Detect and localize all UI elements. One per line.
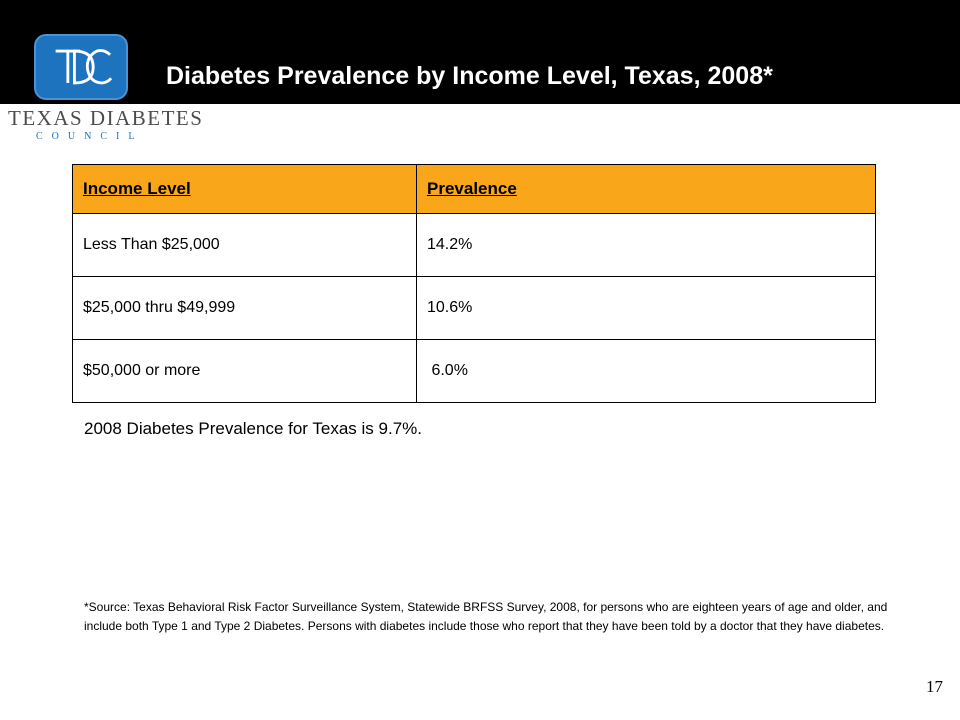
table-row: $25,000 thru $49,999 10.6% <box>72 276 876 340</box>
summary-text: 2008 Diabetes Prevalence for Texas is 9.… <box>84 419 422 438</box>
source-footnote: *Source: Texas Behavioral Risk Factor Su… <box>84 600 888 633</box>
income-cell: $25,000 thru $49,999 <box>72 276 417 340</box>
prevalence-table: Income Level Prevalence Less Than $25,00… <box>72 164 876 403</box>
logo-subword: COUNCIL <box>36 131 144 142</box>
table-row: $50,000 or more 6.0% <box>72 339 876 403</box>
header-prevalence: Prevalence <box>416 164 876 214</box>
table-header-row: Income Level Prevalence <box>72 164 876 214</box>
header-bar <box>0 0 960 104</box>
tdc-monogram-icon <box>55 49 113 85</box>
header-income-level: Income Level <box>72 164 417 214</box>
page-number: 17 <box>926 677 943 696</box>
table-row: Less Than $25,000 14.2% <box>72 213 876 277</box>
prevalence-cell: 10.6% <box>416 276 876 340</box>
income-cell: $50,000 or more <box>72 339 417 403</box>
slide-title: Diabetes Prevalence by Income Level, Tex… <box>166 62 773 90</box>
prevalence-cell: 6.0% <box>416 339 876 403</box>
tdc-logo-icon <box>34 34 128 100</box>
logo-wordmark: TEXAS DIABETES <box>8 106 204 130</box>
income-cell: Less Than $25,000 <box>72 213 417 277</box>
prevalence-cell: 14.2% <box>416 213 876 277</box>
